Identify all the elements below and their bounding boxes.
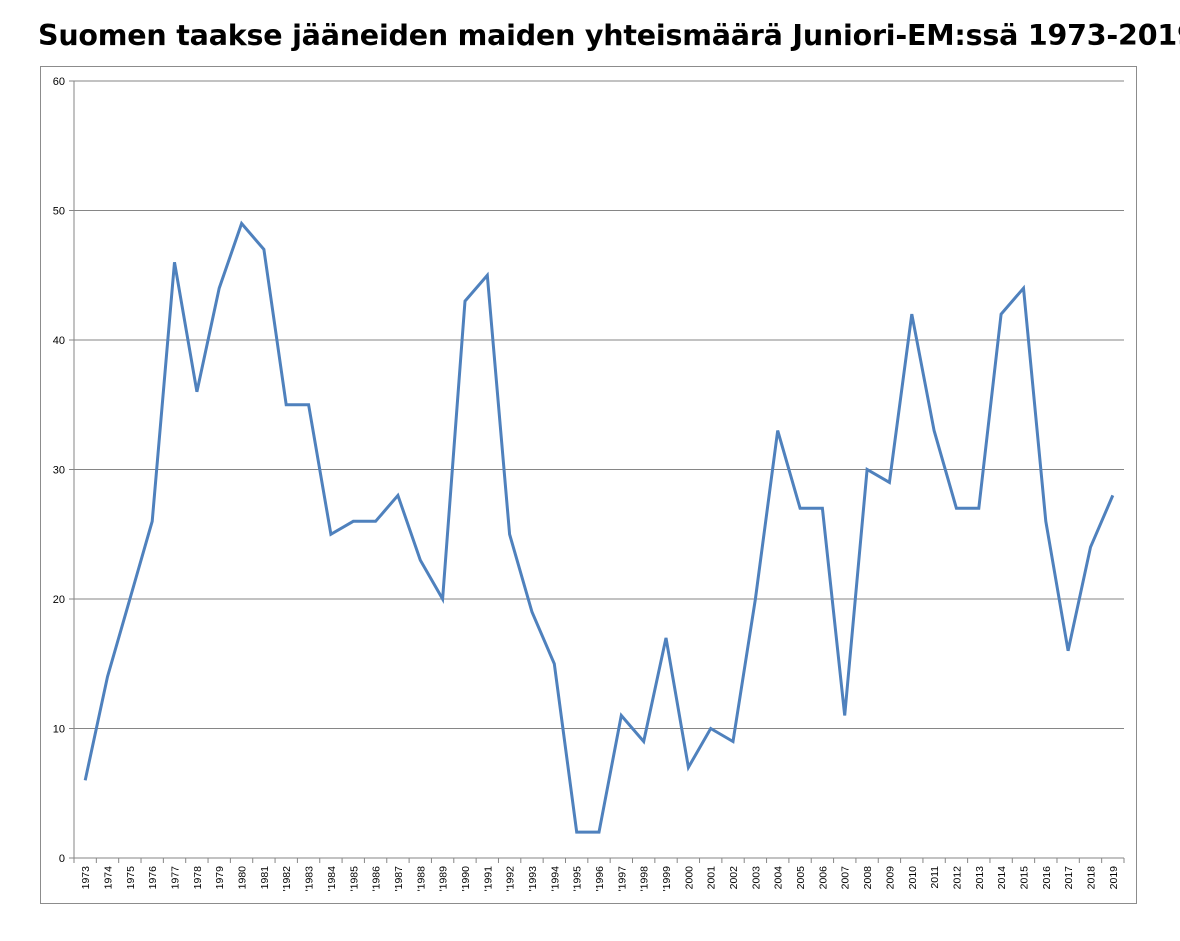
x-tick-label: 2009 [884, 866, 896, 890]
x-tick-labels: 1973 1974 1975 1976 1977 1978 1979 1980 1981 '198… [80, 866, 1120, 892]
series-line [83, 220, 1115, 834]
x-tick-label: 1974 [103, 866, 115, 890]
axes [69, 80, 1125, 863]
x-tick-label: 2007 [840, 866, 852, 890]
x-tick-label: 1978 [192, 866, 204, 890]
x-tick-label: 2018 [1085, 866, 1097, 890]
x-tick-label: 1975 [125, 866, 137, 890]
y-tick-label: 40 [53, 335, 65, 347]
y-tick-label: 20 [53, 594, 65, 606]
y-tick-label: 10 [53, 724, 65, 736]
x-tick-label: 2017 [1063, 866, 1075, 890]
y-tick-label: 30 [53, 465, 65, 477]
x-tick-label: '1984 [326, 866, 338, 892]
x-tick-label: '1983 [304, 866, 316, 892]
x-tick-label: 2001 [706, 866, 718, 890]
x-tick-label: 2002 [728, 866, 740, 890]
x-tick-label: 1980 [237, 866, 249, 890]
x-tick-label: 2008 [862, 866, 874, 890]
x-tick-label: '1994 [549, 866, 561, 892]
x-tick-label: '1999 [661, 866, 673, 892]
x-tick-label: 1977 [170, 866, 182, 890]
x-tick-label: 2006 [817, 866, 829, 890]
x-tick-label: '1998 [639, 866, 651, 892]
x-tick-label: 2000 [683, 866, 695, 890]
x-tick-label: '1989 [438, 866, 450, 892]
series-polyline [83, 220, 1115, 834]
gridlines [74, 80, 1124, 729]
x-tick-label: 2012 [951, 866, 963, 890]
y-tick-label: 0 [59, 853, 65, 865]
x-tick-label: '1997 [616, 866, 628, 892]
x-tick-label: '1982 [281, 866, 293, 892]
x-tick-label: 2016 [1041, 866, 1053, 890]
x-tick-label: 1981 [259, 866, 271, 890]
x-tick-label: 1976 [147, 866, 159, 890]
y-tick-label: 50 [53, 206, 65, 218]
x-tick-label: 2005 [795, 866, 807, 890]
x-tick-label: 2010 [907, 866, 919, 890]
x-tick-label: '1985 [348, 866, 360, 892]
x-tick-label: 2011 [929, 866, 941, 889]
x-tick-label: '1990 [460, 866, 472, 892]
x-tick-label: 2004 [773, 866, 785, 890]
x-tick-label: 2019 [1108, 866, 1120, 890]
x-tick-label: '1996 [594, 866, 606, 892]
x-tick-label: 2014 [996, 866, 1008, 890]
x-tick-label: '1987 [393, 866, 405, 892]
x-tick-label: 2015 [1018, 866, 1030, 890]
y-tick-labels: 0 10 20 30 40 50 60 [53, 76, 65, 865]
x-tick-label: 2013 [974, 866, 986, 890]
x-tick-label: 1979 [214, 866, 226, 890]
x-tick-label: '1991 [482, 866, 494, 892]
x-tick-label: '1992 [505, 866, 517, 892]
x-tick-label: '1995 [572, 866, 584, 892]
y-tick-label: 60 [53, 76, 65, 88]
x-tick-label: '1993 [527, 866, 539, 892]
chart-title: Suomen taakse jääneiden maiden yhteismää… [38, 19, 1180, 52]
x-tick-label: '1986 [371, 866, 383, 892]
x-tick-label: 1973 [80, 866, 92, 890]
chart-frame: 0 10 20 30 40 50 60 1973 1974 1975 1976 1977 1978 19… [40, 66, 1137, 904]
x-tick-label: 2003 [750, 866, 762, 890]
x-tick-label: '1988 [415, 866, 427, 892]
